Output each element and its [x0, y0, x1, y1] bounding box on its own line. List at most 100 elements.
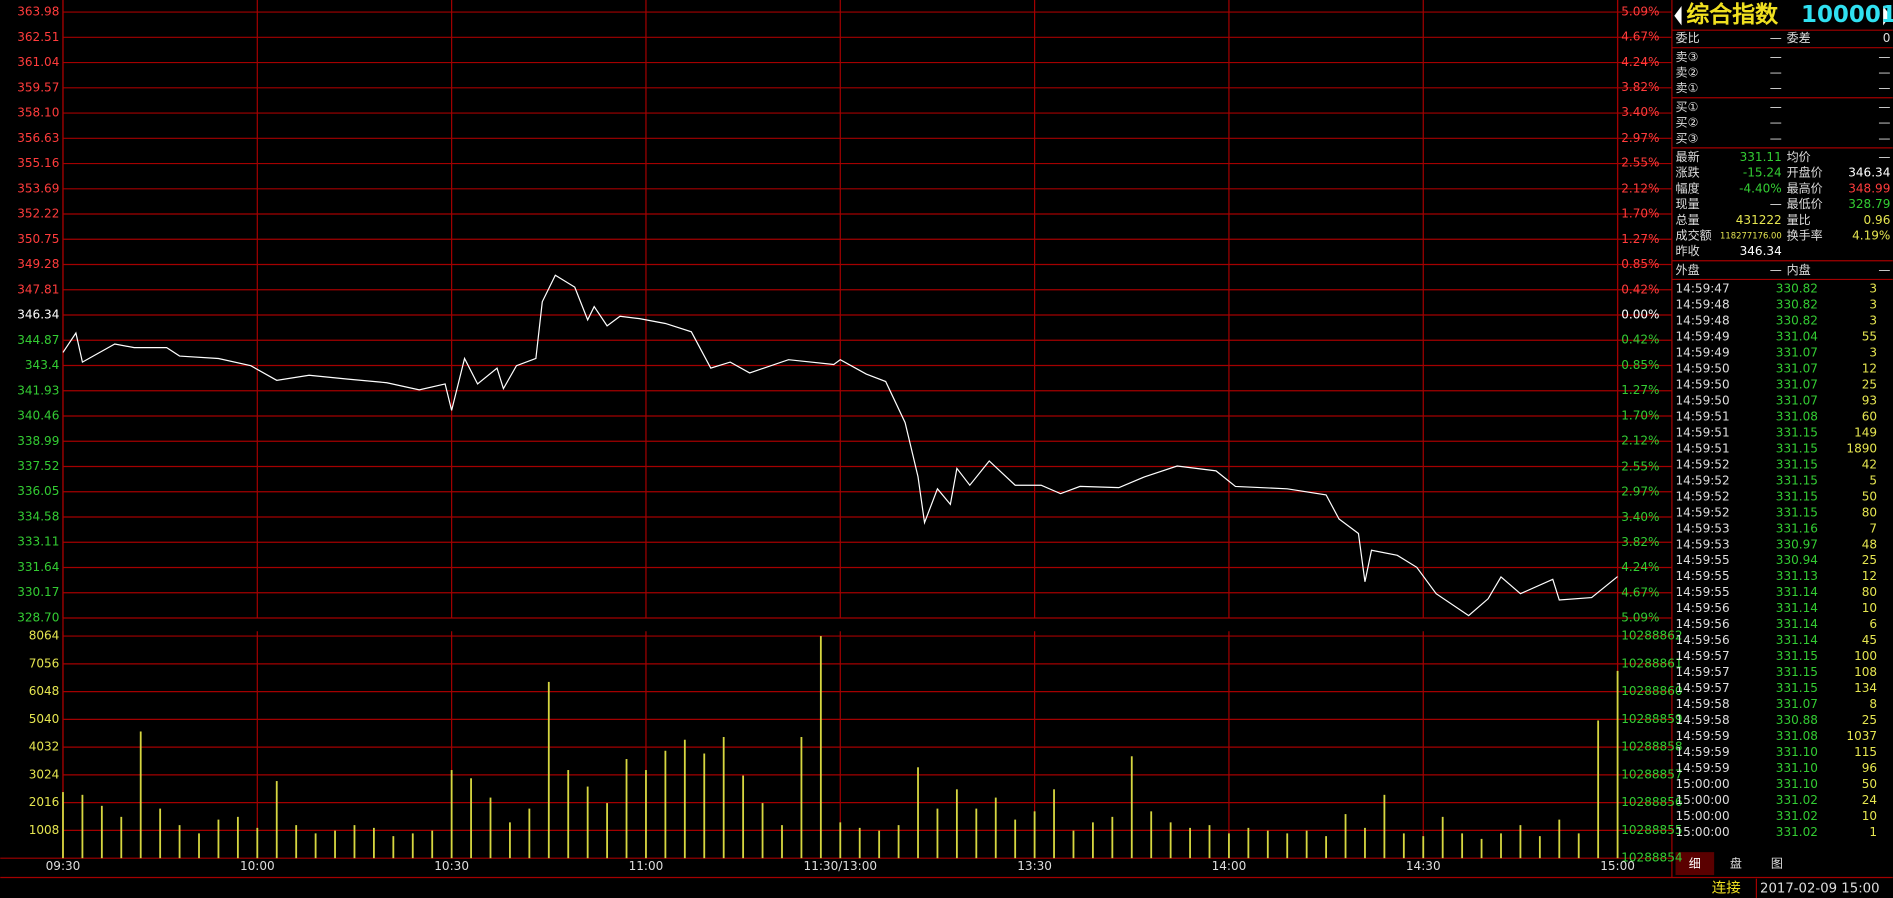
- tab[interactable]: 细: [1689, 857, 1701, 871]
- tab[interactable]: 盘: [1730, 856, 1742, 871]
- field-value: —: [1878, 116, 1890, 130]
- y2-tick-label: 5.09%: [1621, 610, 1659, 624]
- trade-price: 330.82: [1776, 282, 1818, 296]
- y2-tick-label: 2.55%: [1621, 156, 1659, 170]
- volume-bar: [1461, 833, 1464, 859]
- trade-price: 331.02: [1776, 793, 1818, 807]
- y-tick-label: 350.75: [17, 232, 59, 246]
- trade-volume: 12: [1862, 361, 1877, 375]
- prev-arrow[interactable]: [1674, 6, 1682, 26]
- y-tick-label: 5040: [29, 712, 60, 726]
- volume-bar: [1422, 836, 1425, 859]
- y-tick-label: 1008: [29, 823, 60, 837]
- volume-bar: [81, 794, 84, 859]
- tab[interactable]: 图: [1771, 857, 1783, 871]
- y2-tick-label: 10288855: [1621, 823, 1682, 837]
- volume-bar: [1538, 836, 1541, 859]
- volume-bar: [975, 808, 978, 859]
- field-value: —: [1770, 197, 1782, 211]
- trade-price: 331.02: [1776, 809, 1818, 823]
- trade-time: 14:59:57: [1676, 665, 1730, 679]
- trade-volume: 25: [1862, 553, 1877, 567]
- trade-volume: 3: [1869, 282, 1877, 296]
- trade-time: 14:59:55: [1676, 569, 1730, 583]
- y-tick-label: 334.58: [17, 509, 59, 523]
- trade-volume: 12: [1862, 569, 1877, 583]
- trade-time: 14:59:48: [1676, 298, 1730, 312]
- volume-bar: [1480, 838, 1483, 859]
- y2-tick-label: 3.40%: [1621, 510, 1659, 524]
- y2-tick-label: 10288857: [1621, 767, 1682, 781]
- trade-price: 331.08: [1776, 409, 1818, 423]
- next-arrow[interactable]: [1883, 6, 1891, 26]
- volume-bar: [256, 827, 259, 859]
- field-label: 涨跌: [1676, 165, 1700, 180]
- trade-time: 14:59:56: [1676, 601, 1730, 615]
- trade-volume: 3: [1869, 345, 1877, 359]
- volume-bar: [955, 789, 958, 859]
- volume-bar: [1053, 789, 1055, 859]
- field-label: 昨收: [1676, 244, 1700, 258]
- volume-bar: [509, 822, 511, 859]
- field-value: —: [1878, 50, 1890, 64]
- y2-tick-label: 2.97%: [1621, 484, 1659, 498]
- y-tick-label: 347.81: [17, 282, 59, 296]
- trade-volume: 3: [1869, 314, 1877, 328]
- trade-volume: 93: [1862, 393, 1877, 407]
- volume-bar: [1092, 822, 1094, 859]
- field-value: —: [1878, 131, 1890, 145]
- trade-price: 331.10: [1776, 777, 1818, 791]
- trade-time: 14:59:50: [1676, 393, 1730, 407]
- trade-time: 15:00:00: [1676, 777, 1730, 791]
- trade-price: 331.15: [1776, 457, 1818, 471]
- field-label: 最高价: [1787, 180, 1823, 195]
- volume-bar: [1383, 794, 1386, 859]
- trade-price: 331.08: [1776, 729, 1818, 743]
- trade-time: 14:59:55: [1676, 553, 1730, 567]
- trade-time: 14:59:58: [1676, 713, 1730, 727]
- trade-price: 331.14: [1776, 601, 1818, 615]
- volume-bar: [1169, 822, 1172, 859]
- volume-bar: [334, 830, 336, 859]
- trade-volume: 24: [1862, 793, 1877, 807]
- volume-bar: [1344, 814, 1347, 859]
- trade-price: 331.14: [1776, 617, 1818, 631]
- volume-bar: [1286, 833, 1289, 859]
- trade-time: 14:59:58: [1676, 697, 1730, 711]
- trade-time: 15:00:00: [1676, 809, 1730, 823]
- field-value: 348.99: [1848, 181, 1890, 195]
- trade-volume: 149: [1854, 425, 1877, 439]
- y-tick-label: 331.64: [17, 560, 59, 574]
- y2-tick-label: 0.42%: [1621, 283, 1659, 297]
- index-code: 100001: [1801, 2, 1893, 28]
- trade-time: 14:59:50: [1676, 361, 1730, 375]
- volume-bar: [858, 827, 861, 859]
- volume-bar: [1558, 819, 1561, 859]
- y-tick-label: 363.98: [17, 5, 59, 19]
- trade-volume: 55: [1862, 330, 1877, 344]
- trade-price: 331.15: [1776, 425, 1818, 439]
- field-label: 总量: [1676, 213, 1700, 227]
- trade-time: 14:59:56: [1676, 617, 1730, 631]
- volume-bar: [198, 833, 200, 859]
- volume-bar: [800, 736, 803, 859]
- volume-bar: [217, 819, 220, 859]
- field-value: —: [1770, 31, 1782, 45]
- volume-bar: [139, 731, 142, 859]
- volume-bar: [917, 767, 919, 859]
- y-tick-label: 2016: [29, 795, 60, 809]
- trade-time: 14:59:51: [1676, 441, 1730, 455]
- y-tick-label: 8064: [29, 629, 60, 643]
- y2-tick-label: 0.42%: [1621, 333, 1659, 347]
- trade-time: 14:59:57: [1676, 681, 1730, 695]
- y-tick-label: 6048: [29, 684, 60, 698]
- y2-tick-label: 1.70%: [1621, 206, 1659, 220]
- x-tick-label: 15:00: [1600, 859, 1635, 873]
- volume-bar: [1072, 830, 1075, 859]
- y2-tick-label: 5.09%: [1621, 5, 1659, 19]
- trade-price: 331.07: [1776, 393, 1818, 407]
- y-tick-label: 4032: [29, 740, 60, 754]
- volume-bar: [1014, 819, 1017, 859]
- field-value: 331.11: [1740, 150, 1782, 164]
